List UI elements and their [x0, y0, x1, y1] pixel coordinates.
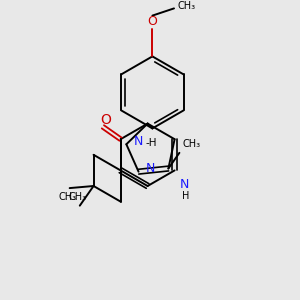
- Text: CH₃: CH₃: [58, 192, 76, 202]
- Text: N: N: [134, 135, 143, 148]
- Text: N: N: [179, 178, 189, 191]
- Text: -H: -H: [146, 138, 157, 148]
- Text: N: N: [146, 162, 155, 175]
- Text: CH₃: CH₃: [183, 139, 201, 149]
- Text: O: O: [101, 113, 112, 127]
- Text: H: H: [182, 190, 189, 201]
- Text: CH₃: CH₃: [68, 192, 86, 202]
- Text: CH₃: CH₃: [178, 1, 196, 11]
- Text: O: O: [148, 15, 157, 28]
